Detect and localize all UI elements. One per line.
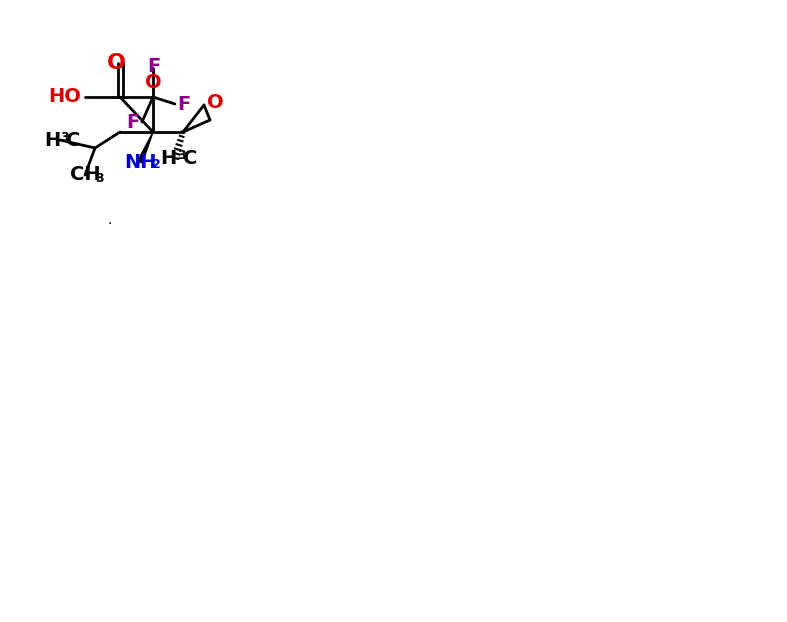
Text: O: O: [106, 53, 125, 73]
Text: 3: 3: [60, 131, 68, 144]
Text: 3: 3: [177, 149, 186, 162]
Text: F: F: [177, 95, 190, 113]
Polygon shape: [138, 132, 153, 163]
Text: O: O: [145, 73, 161, 93]
Text: 3: 3: [95, 172, 104, 185]
Text: CH: CH: [70, 165, 100, 185]
Text: O: O: [207, 93, 224, 113]
Text: F: F: [127, 113, 140, 132]
Text: .: .: [108, 213, 113, 227]
Text: NH: NH: [124, 152, 157, 172]
Text: 2: 2: [152, 159, 161, 172]
Text: H: H: [161, 149, 177, 167]
Text: C: C: [66, 131, 80, 149]
Text: H: H: [44, 131, 60, 149]
Text: C: C: [183, 149, 198, 167]
Text: HO: HO: [48, 88, 81, 106]
Text: F: F: [147, 57, 161, 77]
